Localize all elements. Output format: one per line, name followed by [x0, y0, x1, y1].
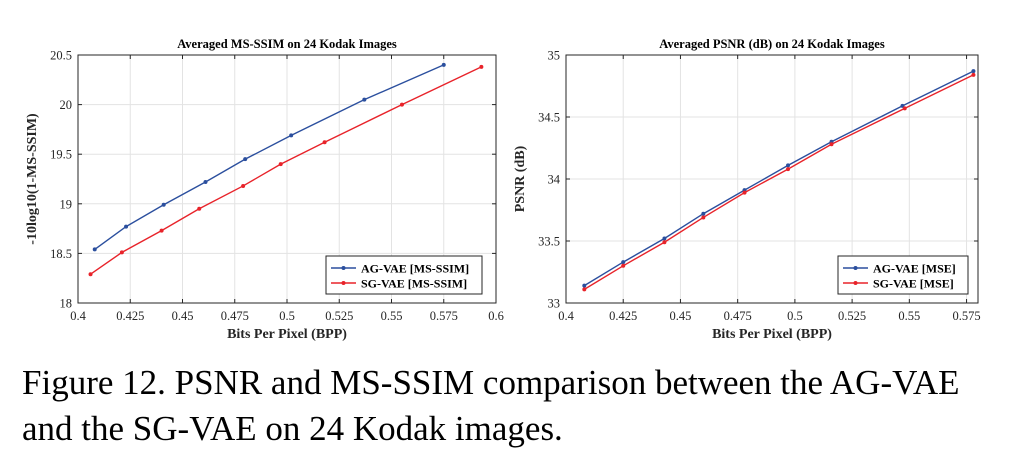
- data-point: [902, 106, 907, 111]
- data-point: [701, 211, 706, 216]
- x-axis-label: Bits Per Pixel (BPP): [227, 327, 347, 342]
- data-point: [161, 202, 166, 207]
- y-tick-label: 33.5: [538, 235, 560, 249]
- x-tick-label: 0.475: [724, 309, 752, 323]
- series-sg-vae: [88, 64, 484, 277]
- chart-2: 0.4 0.425 0.45 0.475 0.5 0.525 0.55 0.575 33 33.5…: [513, 37, 981, 342]
- legend-marker: [853, 281, 858, 285]
- y-tick-label: 34: [548, 173, 561, 187]
- chart-title: Averaged MS-SSIM on 24 Kodak Images: [177, 37, 397, 51]
- data-point: [829, 142, 834, 147]
- chart-title: Averaged PSNR (dB) on 24 Kodak Images: [659, 37, 885, 51]
- x-tick-label: 0.45: [172, 309, 194, 323]
- legend-label: SG-VAE [MS-SSIM]: [361, 277, 467, 291]
- data-point: [742, 190, 747, 195]
- x-tick-label: 0.575: [952, 309, 980, 323]
- x-tick-label: 0.55: [898, 309, 920, 323]
- x-tick-label: 0.45: [670, 309, 692, 323]
- data-point: [399, 102, 404, 107]
- data-point: [243, 157, 248, 162]
- x-tick-label: 0.525: [838, 309, 866, 323]
- x-tick-label: 0.425: [609, 309, 637, 323]
- data-point: [159, 228, 164, 233]
- legend: AG-VAE [MSE]SG-VAE [MSE]: [837, 255, 969, 295]
- data-point: [621, 260, 626, 265]
- y-tick-label: 18.5: [50, 247, 72, 261]
- figure: 0.4 0.425 0.45 0.475 0.5 0.525 0.55 0.575 0.6 18 1…: [25, 37, 981, 342]
- data-point: [441, 62, 446, 67]
- data-point: [621, 263, 626, 268]
- x-tick-label: 0.425: [116, 309, 144, 323]
- data-point: [92, 247, 97, 252]
- legend-marker: [341, 281, 346, 285]
- data-point: [88, 272, 93, 277]
- x-tick-label: 0.55: [381, 309, 403, 323]
- data-point: [119, 250, 124, 255]
- data-point: [786, 167, 791, 172]
- data-point: [662, 236, 667, 241]
- y-tick-label: 34.5: [538, 111, 560, 125]
- y-tick-label: 18: [60, 297, 73, 311]
- legend: AG-VAE [MS-SSIM]SG-VAE [MS-SSIM]: [325, 255, 483, 295]
- y-tick-label: 20.5: [50, 49, 72, 63]
- x-tick-label: 0.525: [325, 309, 353, 323]
- y-tick-label: 19.5: [50, 148, 72, 162]
- y-tick-label: 19: [60, 197, 73, 211]
- data-point: [241, 183, 246, 188]
- series-ag-vae: [92, 62, 446, 252]
- figure-caption: Figure 12. PSNR and MS-SSIM comparison b…: [22, 363, 960, 448]
- x-tick-label: 0.475: [221, 309, 249, 323]
- y-axis-label: PSNR (dB): [513, 145, 528, 212]
- x-tick-label: 0.4: [558, 309, 574, 323]
- data-point: [582, 287, 587, 292]
- data-point: [197, 206, 202, 211]
- legend-box: [837, 255, 969, 295]
- chart-1: 0.4 0.425 0.45 0.475 0.5 0.525 0.55 0.575 0.6 18 1…: [25, 37, 504, 342]
- y-tick-label: 35: [548, 49, 561, 63]
- data-point: [479, 64, 484, 69]
- data-point: [971, 72, 976, 77]
- legend-label: SG-VAE [MSE]: [873, 277, 954, 291]
- x-tick-label: 0.575: [430, 309, 458, 323]
- series-sg-vae: [582, 72, 976, 292]
- data-point: [278, 162, 283, 167]
- data-point: [124, 224, 129, 229]
- legend-label: AG-VAE [MS-SSIM]: [361, 262, 469, 276]
- x-tick-label: 0.5: [279, 309, 295, 323]
- x-tick-label: 0.4: [70, 309, 86, 323]
- legend-marker: [853, 266, 858, 270]
- legend-label: AG-VAE [MSE]: [873, 262, 956, 276]
- x-tick-label: 0.6: [488, 309, 504, 323]
- data-point: [971, 69, 976, 74]
- x-axis-label: Bits Per Pixel (BPP): [712, 327, 832, 342]
- data-point: [582, 283, 587, 288]
- data-point: [322, 140, 327, 145]
- data-point: [362, 97, 367, 102]
- legend-marker: [341, 266, 346, 270]
- legend-box: [325, 255, 483, 295]
- data-point: [701, 215, 706, 220]
- series-line: [90, 66, 482, 275]
- data-point: [289, 133, 294, 138]
- y-axis-label: -10log10(1-MS-SSIM): [25, 113, 40, 245]
- x-tick-label: 0.5: [787, 309, 803, 323]
- data-point: [786, 163, 791, 168]
- data-point: [662, 240, 667, 245]
- y-tick-label: 20: [60, 98, 73, 112]
- y-tick-label: 33: [548, 297, 561, 311]
- series-line: [94, 64, 445, 250]
- data-point: [203, 179, 208, 184]
